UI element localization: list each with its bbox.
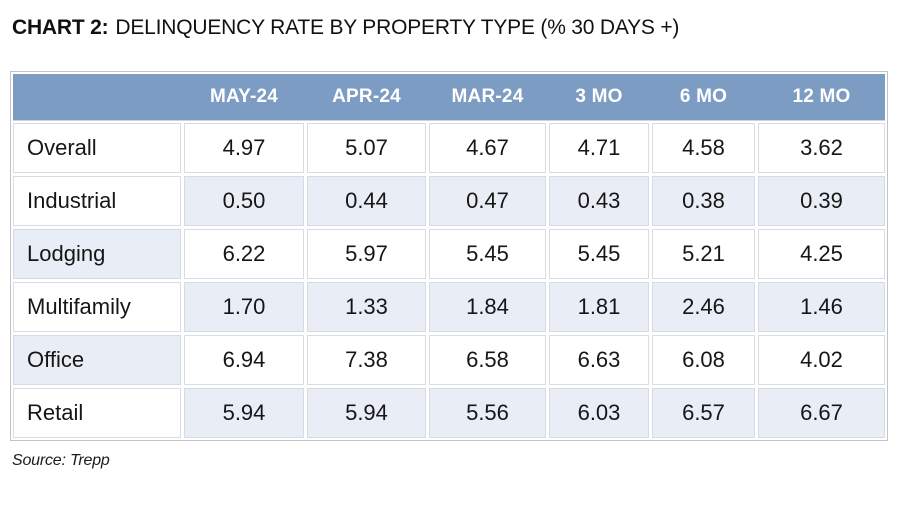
delinquency-table: MAY-24 APR-24 MAR-24 3 MO 6 MO 12 MO Overall 4… <box>10 71 888 441</box>
value-cell: 6.03 <box>549 388 649 438</box>
value-cell: 6.22 <box>184 229 304 279</box>
source-note: Source: Trepp <box>12 452 110 469</box>
chart-title: CHART 2: DELINQUENCY RATE BY PROPERTY TYP… <box>12 16 679 40</box>
value-cell: 4.71 <box>549 123 649 173</box>
column-header: MAR-24 <box>451 86 524 107</box>
value-cell: 5.45 <box>549 229 649 279</box>
value-cell: 4.97 <box>184 123 304 173</box>
column-header: 6 MO <box>679 86 728 107</box>
value-cell: 5.97 <box>307 229 426 279</box>
row-label: Multifamily <box>13 282 181 332</box>
column-header: APR-24 <box>332 86 401 107</box>
value-cell: 0.44 <box>307 176 426 226</box>
column-header: 3 MO <box>575 86 623 107</box>
value-cell: 4.25 <box>758 229 885 279</box>
chart-title-text: DELINQUENCY RATE BY PROPERTY TYPE (% 30 … <box>115 16 680 39</box>
value-cell: 6.94 <box>184 335 304 385</box>
table-header-row: MAY-24 APR-24 MAR-24 3 MO 6 MO 12 MO <box>13 74 885 120</box>
value-cell: 2.46 <box>652 282 755 332</box>
value-cell: 4.58 <box>652 123 755 173</box>
value-cell: 0.39 <box>758 176 885 226</box>
value-cell: 5.94 <box>184 388 304 438</box>
value-cell: 5.21 <box>652 229 755 279</box>
value-cell: 0.50 <box>184 176 304 226</box>
value-cell: 5.56 <box>429 388 546 438</box>
value-cell: 7.38 <box>307 335 426 385</box>
value-cell: 6.08 <box>652 335 755 385</box>
value-cell: 0.38 <box>652 176 755 226</box>
value-cell: 1.84 <box>429 282 546 332</box>
value-cell: 1.70 <box>184 282 304 332</box>
row-label: Office <box>13 335 181 385</box>
row-label: Industrial <box>13 176 181 226</box>
value-cell: 5.45 <box>429 229 546 279</box>
value-cell: 3.62 <box>758 123 885 173</box>
row-label: Overall <box>13 123 181 173</box>
chart-title-prefix: CHART 2: <box>12 16 109 39</box>
value-cell: 6.63 <box>549 335 649 385</box>
column-header: MAY-24 <box>209 86 279 107</box>
row-label: Lodging <box>13 229 181 279</box>
value-cell: 4.67 <box>429 123 546 173</box>
row-label: Retail <box>13 388 181 438</box>
column-header: 12 MO <box>792 86 851 107</box>
value-cell: 4.02 <box>758 335 885 385</box>
value-cell: 5.07 <box>307 123 426 173</box>
value-cell: 1.46 <box>758 282 885 332</box>
value-cell: 0.43 <box>549 176 649 226</box>
value-cell: 6.67 <box>758 388 885 438</box>
delinquency-table-container: MAY-24 APR-24 MAR-24 3 MO 6 MO 12 MO Overall 4… <box>10 71 888 441</box>
value-cell: 6.58 <box>429 335 546 385</box>
value-cell: 1.81 <box>549 282 649 332</box>
value-cell: 5.94 <box>307 388 426 438</box>
value-cell: 0.47 <box>429 176 546 226</box>
value-cell: 1.33 <box>307 282 426 332</box>
value-cell: 6.57 <box>652 388 755 438</box>
